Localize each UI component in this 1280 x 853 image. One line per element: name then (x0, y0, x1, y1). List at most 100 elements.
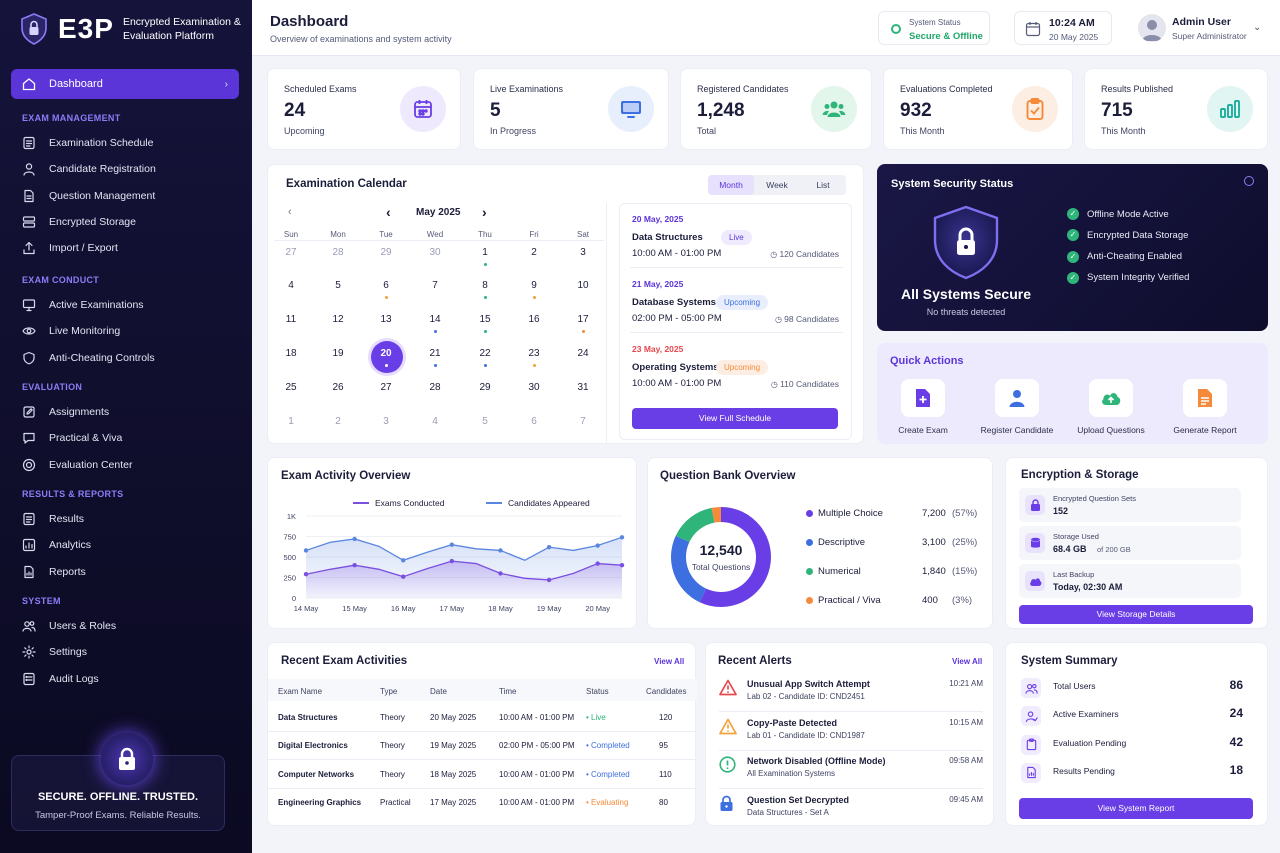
sidebar-item-encrypted-storage[interactable]: Encrypted Storage (22, 213, 136, 231)
event-name[interactable]: Data Structures (632, 232, 703, 243)
calendar-day[interactable]: 12 (332, 314, 344, 325)
calendar-day[interactable]: 3 (383, 416, 389, 427)
calendar-day[interactable]: 3 (580, 247, 586, 258)
data-point[interactable] (498, 571, 503, 576)
quick-action-create-exam[interactable]: Create Exam (883, 379, 963, 435)
calendar-day[interactable]: 10 (577, 280, 589, 291)
calendar-day[interactable]: 15 (479, 314, 491, 325)
calendar-day[interactable]: 7 (432, 280, 438, 291)
data-point[interactable] (303, 572, 309, 577)
table-row[interactable]: Computer Networks Theory 18 May 2025 10:00 … (268, 762, 697, 788)
alert-item[interactable]: Question Set Decrypted Data Structures - … (719, 795, 983, 833)
stat-card-scheduled-exams[interactable]: Scheduled Exams 24 Upcoming (267, 68, 461, 150)
table-row[interactable]: Digital Electronics Theory 19 May 2025 02:0… (268, 733, 697, 759)
calendar-day[interactable]: 6 (531, 416, 537, 427)
data-point[interactable] (619, 535, 625, 540)
sidebar-item-evaluation-center[interactable]: Evaluation Center (22, 456, 132, 474)
sidebar-item-audit-logs[interactable]: Audit Logs (22, 670, 99, 688)
calendar-day-today[interactable]: 20 (380, 348, 392, 359)
calendar-day[interactable]: 17 (577, 314, 589, 325)
donut-slice-numerical[interactable] (675, 507, 715, 543)
calendar-day[interactable]: 30 (528, 382, 540, 393)
stat-card-registered-candidates[interactable]: Registered Candidates 1,248 Total (680, 68, 872, 150)
calendar-day[interactable]: 23 (528, 348, 540, 359)
calendar-day[interactable]: 7 (580, 416, 586, 427)
sidebar-item-dashboard[interactable]: Dashboard › (11, 69, 239, 99)
calendar-day[interactable]: 14 (429, 314, 441, 325)
data-point[interactable] (498, 548, 503, 553)
sidebar-item-candidate-registration[interactable]: Candidate Registration (22, 160, 156, 178)
sidebar-item-import-export[interactable]: Import / Export (22, 239, 118, 257)
view-all-link[interactable]: View All (654, 657, 685, 666)
data-point[interactable] (619, 563, 625, 568)
quick-action-upload-questions[interactable]: Upload Questions (1071, 379, 1151, 435)
donut-slice-practical-viva[interactable] (711, 507, 721, 523)
alert-item[interactable]: Network Disabled (Offline Mode) All Exami… (719, 756, 983, 794)
calendar-day[interactable]: 24 (577, 348, 589, 359)
view-full-schedule-button[interactable]: View Full Schedule (632, 408, 838, 429)
quick-action-generate-report[interactable]: Generate Report (1165, 379, 1245, 435)
column-header[interactable]: Candidates (646, 687, 687, 696)
sidebar-item-analytics[interactable]: Analytics (22, 536, 91, 554)
quick-action-register-candidate[interactable]: Register Candidate (977, 379, 1057, 435)
stat-card-results-published[interactable]: Results Published 715 This Month (1084, 68, 1268, 150)
system-status[interactable]: System Status Secure & Offline (878, 11, 990, 45)
calendar-day[interactable]: 13 (380, 314, 392, 325)
data-point[interactable] (352, 536, 357, 542)
sidebar-item-practical-viva[interactable]: Practical & Viva (22, 429, 122, 447)
sidebar-item-assignments[interactable]: Assignments (22, 403, 109, 421)
sidebar-item-results[interactable]: Results (22, 510, 84, 528)
calendar-day[interactable]: 27 (380, 382, 392, 393)
column-header[interactable]: Exam Name (278, 687, 323, 696)
calendar-day[interactable]: 29 (479, 382, 491, 393)
calendar-day[interactable]: 2 (531, 247, 537, 258)
calendar-day[interactable]: 6 (383, 280, 389, 291)
next-month-button[interactable]: › (482, 204, 487, 220)
donut-slice-multiple-choice[interactable] (699, 507, 771, 607)
column-header[interactable]: Status (586, 687, 609, 696)
event-name[interactable]: Database Systems (632, 297, 716, 308)
calendar-day[interactable]: 2 (335, 416, 341, 427)
view-storage-details-button[interactable]: View Storage Details (1019, 605, 1253, 624)
calendar-day[interactable]: 8 (482, 280, 488, 291)
sidebar-item-examination-schedule[interactable]: Examination Schedule (22, 134, 153, 152)
calendar-day[interactable]: 9 (531, 280, 537, 291)
data-point[interactable] (546, 544, 552, 550)
calendar-day[interactable]: 19 (332, 348, 344, 359)
calendar-day[interactable]: 31 (577, 382, 589, 393)
calendar-day[interactable]: 1 (482, 247, 488, 258)
data-point[interactable] (352, 563, 357, 568)
calendar-day[interactable]: 1 (288, 416, 294, 427)
stat-card-evaluations-completed[interactable]: Evaluations Completed 932 This Month (883, 68, 1073, 150)
calendar-day[interactable]: 21 (429, 348, 441, 359)
donut-slice-descriptive[interactable] (671, 535, 707, 603)
event-name[interactable]: Operating Systems (632, 362, 719, 373)
data-point[interactable] (595, 561, 600, 566)
calendar-day[interactable]: 5 (482, 416, 488, 427)
collapse-icon[interactable] (1244, 176, 1254, 186)
calendar-day[interactable]: 5 (335, 280, 341, 291)
data-point[interactable] (303, 548, 309, 553)
calendar-day[interactable]: 30 (429, 247, 441, 258)
chevron-down-icon[interactable]: ⌄ (1253, 22, 1262, 33)
data-point[interactable] (401, 558, 406, 563)
stat-card-live-examinations[interactable]: Live Examinations 5 In Progress (473, 68, 669, 150)
brand[interactable]: E3P Encrypted Examination & Evaluation P… (20, 13, 241, 45)
sidebar-item-users-roles[interactable]: Users & Roles (22, 617, 116, 635)
prev-small-icon[interactable]: ‹ (288, 206, 292, 218)
sidebar-item-live-monitoring[interactable]: Live Monitoring (22, 322, 120, 340)
calendar-day[interactable]: 22 (479, 348, 491, 359)
sidebar-item-anti-cheating-controls[interactable]: Anti-Cheating Controls (22, 349, 155, 367)
column-header[interactable]: Type (380, 687, 398, 696)
calendar-day[interactable]: 27 (285, 247, 297, 258)
sidebar-item-settings[interactable]: Settings (22, 643, 87, 661)
view-system-report-button[interactable]: View System Report (1019, 798, 1253, 819)
data-point[interactable] (449, 542, 455, 547)
alert-item[interactable]: Copy-Paste Detected Lab 01 - Candidate ID… (719, 718, 983, 756)
data-point[interactable] (401, 574, 406, 579)
calendar-day[interactable]: 4 (432, 416, 438, 427)
tab-week[interactable]: Week (766, 180, 788, 190)
calendar-day[interactable]: 28 (332, 247, 344, 258)
data-point[interactable] (595, 543, 600, 548)
prev-month-button[interactable]: ‹ (386, 204, 391, 220)
